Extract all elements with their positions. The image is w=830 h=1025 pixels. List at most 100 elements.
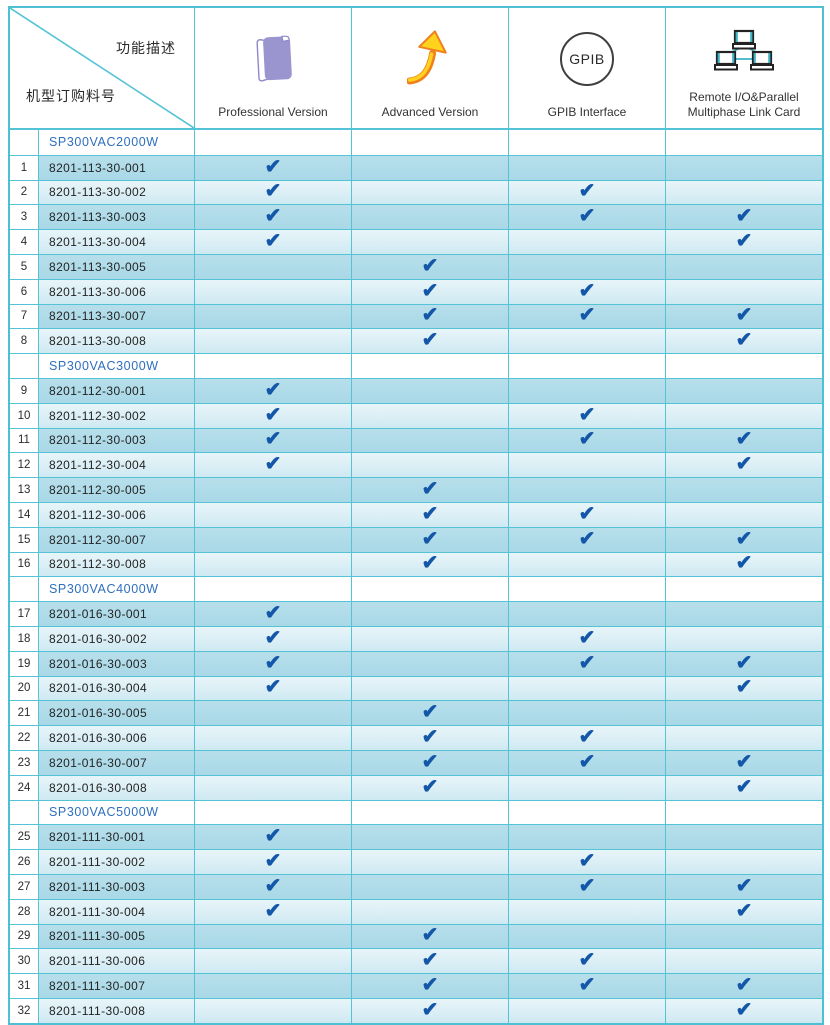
empty-cell [194, 526, 351, 552]
table-row: 3 8201-113-30-003 ✔ ✔ ✔ [10, 204, 822, 230]
empty-cell [194, 576, 351, 602]
part-number-cell: 8201-016-30-002 [38, 625, 194, 651]
empty-cell [508, 130, 665, 155]
part-number-cell: 8201-113-30-004 [38, 229, 194, 254]
row-number-cell [10, 353, 38, 378]
table-row: 17 8201-016-30-001 ✔ [10, 601, 822, 626]
empty-cell [665, 501, 822, 527]
empty-cell [665, 799, 822, 825]
empty-cell [508, 477, 665, 502]
model-name-cell: SP300VAC4000W [38, 576, 194, 602]
feature-check-cell: ✔ [665, 650, 822, 676]
row-number-cell: 16 [10, 551, 38, 577]
empty-cell [351, 650, 508, 676]
empty-cell [351, 427, 508, 453]
checkmark-icon: ✔ [421, 527, 439, 550]
table-body: SP300VAC2000W 1 8201-113-30-001 ✔ 2 8201-113-… [10, 130, 822, 1023]
row-number-cell: 30 [10, 948, 38, 974]
table-row: 6 8201-113-30-006 ✔ ✔ [10, 278, 822, 304]
empty-cell [508, 774, 665, 800]
part-number-cell: 8201-111-30-003 [38, 873, 194, 899]
table-row: 18 8201-016-30-002 ✔ ✔ [10, 625, 822, 651]
empty-cell [351, 675, 508, 701]
row-number-cell: 27 [10, 873, 38, 899]
row-number-cell: 23 [10, 749, 38, 775]
checkmark-icon: ✔ [578, 527, 596, 550]
feature-check-cell: ✔ [351, 526, 508, 552]
feature-check-cell: ✔ [351, 923, 508, 949]
checkmark-icon: ✔ [578, 502, 596, 525]
empty-cell [351, 130, 508, 155]
checkmark-icon: ✔ [264, 205, 282, 228]
feature-check-cell: ✔ [351, 551, 508, 577]
feature-check-cell: ✔ [351, 997, 508, 1023]
empty-cell [665, 253, 822, 279]
row-number-cell: 9 [10, 377, 38, 403]
row-number-cell: 32 [10, 997, 38, 1023]
feature-check-cell: ✔ [194, 898, 351, 924]
part-number-cell: 8201-112-30-001 [38, 377, 194, 403]
checkmark-icon: ✔ [578, 973, 596, 996]
model-group-row: SP300VAC3000W [10, 353, 822, 378]
column-header-remote: Remote I/O&Parallel Multiphase Link Card [665, 8, 822, 128]
empty-cell [665, 477, 822, 502]
row-number-cell: 10 [10, 402, 38, 428]
feature-check-cell: ✔ [508, 749, 665, 775]
checkmark-icon: ✔ [578, 403, 596, 426]
empty-cell [351, 849, 508, 874]
part-number-cell: 8201-113-30-001 [38, 154, 194, 180]
feature-check-cell: ✔ [194, 873, 351, 899]
row-number-cell [10, 576, 38, 602]
empty-cell [194, 774, 351, 800]
empty-cell [665, 948, 822, 974]
table-row: 10 8201-112-30-002 ✔ ✔ [10, 402, 822, 428]
checkmark-icon: ✔ [264, 453, 282, 476]
table-row: 9 8201-112-30-001 ✔ [10, 377, 822, 403]
feature-check-cell: ✔ [665, 749, 822, 775]
checkmark-icon: ✔ [735, 973, 753, 996]
part-number-cell: 8201-113-30-003 [38, 204, 194, 230]
part-number-cell: 8201-111-30-002 [38, 849, 194, 874]
empty-cell [194, 948, 351, 974]
table-row: 4 8201-113-30-004 ✔ ✔ [10, 229, 822, 254]
checkmark-icon: ✔ [735, 527, 753, 550]
column-label: Advanced Version [381, 104, 479, 119]
table-row: 15 8201-112-30-007 ✔ ✔ ✔ [10, 526, 822, 552]
checkmark-icon: ✔ [735, 304, 753, 327]
table-header: 功能描述 机型订购料号 Professional Version [10, 8, 822, 130]
checkmark-icon: ✔ [421, 924, 439, 947]
part-number-cell: 8201-112-30-007 [38, 526, 194, 552]
feature-check-cell: ✔ [665, 973, 822, 998]
feature-check-cell: ✔ [665, 526, 822, 552]
row-number-cell: 4 [10, 229, 38, 254]
row-number-cell: 3 [10, 204, 38, 230]
empty-cell [351, 229, 508, 254]
empty-cell [194, 700, 351, 726]
row-number-cell: 6 [10, 278, 38, 304]
row-number-cell: 24 [10, 774, 38, 800]
part-number-cell: 8201-016-30-007 [38, 749, 194, 775]
empty-cell [508, 700, 665, 726]
table-row: 31 8201-111-30-007 ✔ ✔ ✔ [10, 973, 822, 998]
row-number-cell: 28 [10, 898, 38, 924]
empty-cell [665, 278, 822, 304]
empty-cell [351, 179, 508, 205]
feature-check-cell: ✔ [351, 253, 508, 279]
part-number-cell: 8201-112-30-004 [38, 452, 194, 478]
row-number-cell: 29 [10, 923, 38, 949]
empty-cell [351, 377, 508, 403]
part-number-cell: 8201-112-30-005 [38, 477, 194, 502]
part-number-cell: 8201-113-30-008 [38, 328, 194, 354]
empty-cell [665, 353, 822, 378]
checkmark-icon: ✔ [421, 502, 439, 525]
column-label: GPIB Interface [547, 104, 627, 119]
diagonal-divider-line [10, 8, 194, 128]
row-number-cell: 13 [10, 477, 38, 502]
empty-cell [508, 923, 665, 949]
part-number-cell: 8201-016-30-001 [38, 601, 194, 626]
empty-cell [351, 452, 508, 478]
part-number-cell: 8201-113-30-005 [38, 253, 194, 279]
empty-cell [665, 849, 822, 874]
checkmark-icon: ✔ [735, 205, 753, 228]
empty-cell [508, 377, 665, 403]
